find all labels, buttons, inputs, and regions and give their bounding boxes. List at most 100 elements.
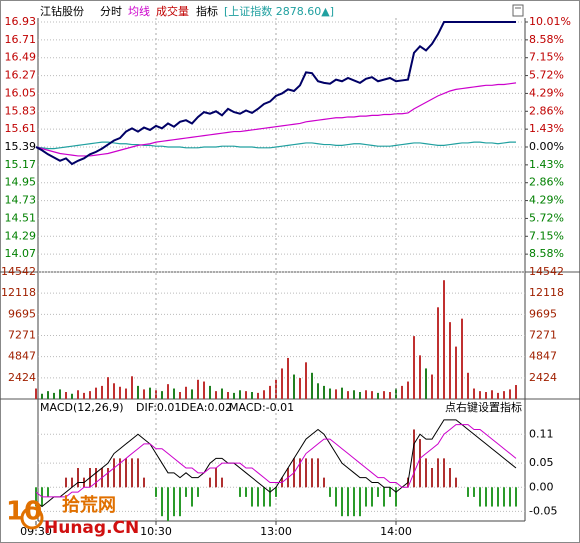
macd-bar [263,487,265,507]
macd-hint[interactable]: 点右键设置指标 [445,400,522,414]
y-tick-label: 14.95 [5,176,37,189]
macd-bar [113,458,115,488]
macd-bar [509,487,511,507]
volume-bar [107,377,109,399]
macd-bar [197,487,199,497]
volume-legend: 成交量 [156,4,189,18]
volume-bar [305,362,307,399]
macd-bar [137,458,139,488]
volume-bar [41,393,43,399]
price-line [35,82,517,157]
volume-bar [59,389,61,399]
indicator-menu[interactable]: 指标 [196,4,218,18]
macd-bar [107,468,109,488]
macd-bar [317,458,319,488]
mode-tab[interactable]: 分时 [100,5,122,18]
y-tick-label: 15.17 [5,158,37,171]
watermark: 10 拾荒网 Hunag.CN [6,494,139,538]
y-tick-label: 0.00 [529,480,554,493]
volume-bar [503,391,505,399]
x-tick-label: 10:30 [140,525,172,538]
y2-tick-label: 2.86% [529,176,564,189]
volume-bar [401,385,403,399]
dea-readout: DEA:0.02 [181,401,232,414]
macd-bar [221,477,223,488]
y2-tick-label: 12118 [529,286,564,299]
volume-bar [281,368,283,399]
macd-bar [167,487,169,521]
macd-bar [95,468,97,488]
y-tick-label: 15.39 [5,140,37,153]
volume-bar [215,391,217,399]
volume-bar [431,374,433,399]
volume-bar [377,392,379,399]
y2-tick-label: 7.15% [529,229,564,242]
y-tick-label: 16.71 [5,33,37,46]
y-tick-label: 16.05 [5,86,37,99]
volume-bar [323,385,325,399]
macd-bar [341,487,343,517]
volume-bar [329,388,331,399]
macd-bar [47,487,49,497]
volume-bar [347,391,349,399]
y-tick-label: 0.05 [529,456,554,469]
macd-readout: MACD:-0.01 [229,401,294,414]
volume-bar [95,387,97,399]
macd-bar [215,468,217,488]
y2-tick-label: 7.15% [529,51,564,64]
macd-bar [185,487,187,497]
stock-name: 江钻股份 [40,4,84,18]
y2-tick-label: 0.00% [529,140,564,153]
macd-bar [179,487,181,517]
volume-bar [137,385,139,399]
macd-bar [275,487,277,497]
macd-bar [143,477,145,488]
volume-bar [77,390,79,399]
volume-bar [359,392,361,399]
macd-bar [431,468,433,488]
watermark-number: 10 [6,497,42,527]
y2-tick-label: 14542 [529,265,564,278]
x-tick-label: 14:00 [380,525,412,538]
x-tick-label: 13:00 [260,525,292,538]
macd-bar [515,487,517,507]
macd-bar [329,487,331,497]
volume-bar [389,392,391,399]
volume-bar [269,385,271,399]
macd-bar [455,477,457,488]
watermark-name: 拾荒网 [62,494,116,516]
macd-bar [161,487,163,517]
window-icon[interactable] [512,4,524,17]
volume-bar [299,378,301,399]
macd-bar [299,458,301,488]
macd-bar [383,487,385,507]
y2-tick-label: 2.86% [529,104,564,117]
y-tick-label: 15.61 [5,122,37,135]
macd-bar [503,487,505,507]
volume-bar [479,391,481,399]
macd-bar [191,487,193,507]
volume-bar [263,390,265,399]
volume-bar [245,391,247,399]
volume-bar [53,392,55,399]
volume-bar [161,391,163,399]
volume-bar [437,307,439,399]
macd-bar [335,487,337,507]
y-tick-label: 14.51 [5,211,37,224]
volume-bar [83,392,85,399]
macd-bar [443,458,445,488]
y-tick-label: 16.27 [5,69,37,82]
y-tick-label: 14.07 [5,247,37,260]
macd-bar [353,487,355,517]
y-tick-label: 16.93 [5,15,37,28]
volume-bar [413,336,415,399]
macd-bar [473,487,475,497]
y-tick-label: 2424 [8,371,36,384]
y-tick-label: -0.05 [529,504,557,517]
index-legend: [上证指数 2878.60▲] [224,4,334,18]
y2-tick-label: 1.43% [529,158,564,171]
volume-bar [311,372,313,399]
volume-bar [35,388,37,399]
macd-bar [359,487,361,517]
volume-bar [353,390,355,399]
